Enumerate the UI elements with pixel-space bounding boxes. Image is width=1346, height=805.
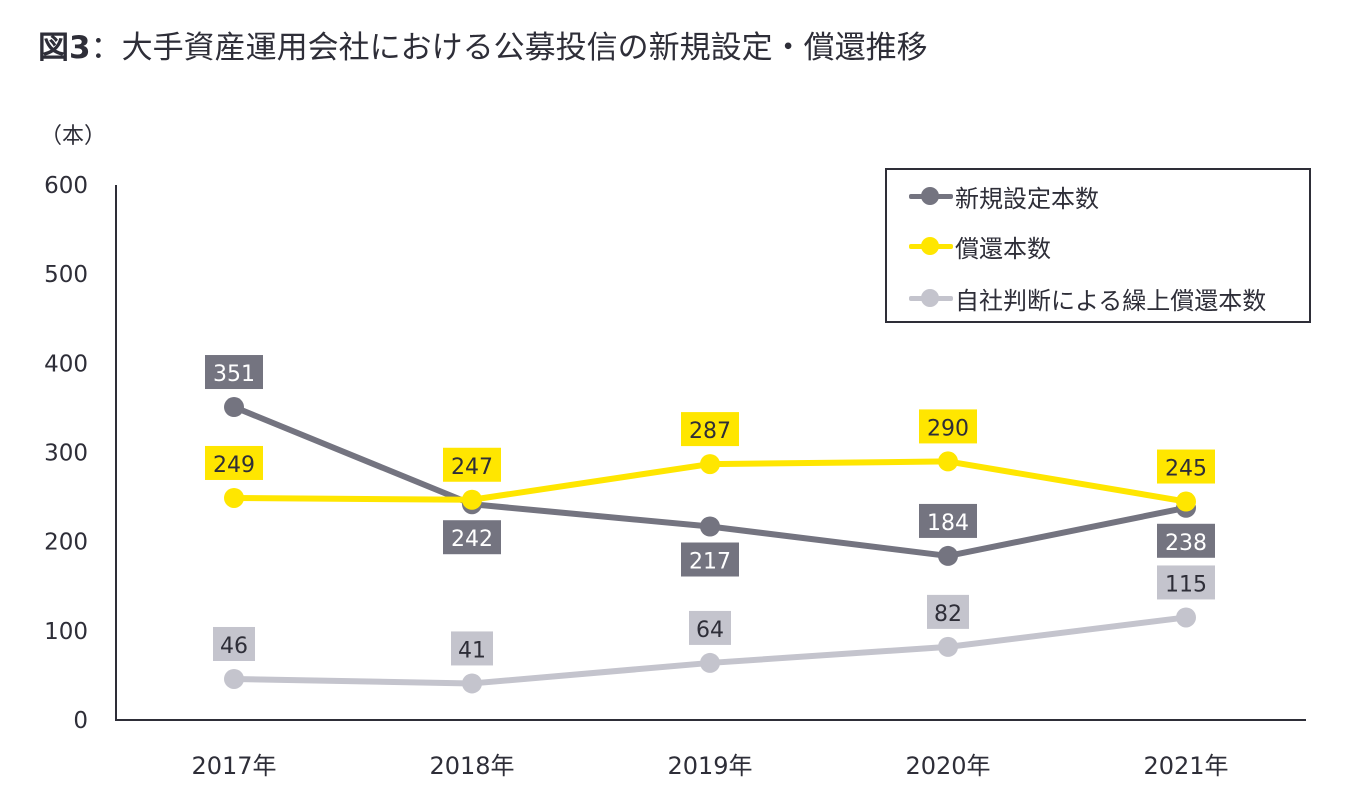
data-label-bg-series_new	[919, 503, 977, 538]
data-point-series_redeem	[1176, 491, 1196, 512]
data-label-bg-series_redeem	[919, 409, 977, 444]
data-label-series_redeem: 247	[451, 455, 493, 480]
data-label-bg-series_early	[689, 610, 731, 645]
data-label-bg-series_redeem	[681, 412, 739, 447]
data-label-bg-series_early	[927, 594, 969, 629]
data-point-series_early	[938, 636, 958, 657]
data-point-series_early	[462, 673, 482, 694]
y-tick-label: 100	[44, 619, 88, 645]
data-point-series_redeem	[462, 489, 482, 510]
data-point-series_early	[224, 668, 244, 689]
legend: 新規設定本数 償還本数 自社判断による繰上償還本数	[885, 168, 1311, 323]
data-point-series_new	[938, 545, 958, 566]
legend-swatch-new-icon	[909, 186, 953, 206]
legend-swatch-early-icon	[909, 288, 953, 308]
y-tick-label: 0	[73, 708, 88, 734]
data-label-series_new: 238	[1165, 531, 1207, 556]
y-axis-unit-label: （本）	[40, 124, 107, 149]
data-point-series_redeem	[938, 451, 958, 472]
data-label-series_new: 351	[213, 362, 255, 387]
data-label-series_redeem: 287	[689, 419, 731, 444]
data-label-series_early: 46	[220, 634, 248, 659]
legend-item-redeem: 償還本数	[909, 226, 1051, 266]
data-label-bg-series_redeem	[205, 445, 263, 480]
data-point-series_early	[700, 652, 720, 673]
data-label-series_redeem: 245	[1165, 457, 1207, 482]
data-label-series_early: 41	[458, 638, 486, 663]
y-tick-label: 500	[44, 262, 88, 288]
data-label-series_new: 217	[689, 550, 731, 575]
data-label-bg-series_new	[681, 542, 739, 577]
y-tick-label: 300	[44, 441, 88, 467]
legend-label-new: 新規設定本数	[955, 184, 1099, 213]
data-label-series_redeem: 290	[927, 416, 969, 441]
data-label-bg-series_new	[443, 520, 501, 555]
data-label-bg-series_early	[213, 626, 255, 661]
chart-title: 図3：大手資産運用会社における公募投信の新規設定・償還推移	[38, 22, 928, 67]
data-label-series_new: 184	[927, 511, 969, 536]
x-tick-label: 2020年	[905, 752, 990, 780]
data-label-series_redeem: 249	[213, 453, 255, 478]
figure-label: 図3	[38, 30, 91, 66]
data-label-bg-series_redeem	[443, 447, 501, 482]
x-tick-label: 2019年	[667, 752, 752, 780]
data-label-series_early: 82	[934, 602, 962, 627]
data-label-bg-series_new	[1157, 523, 1215, 558]
legend-swatch-redeem-icon	[909, 236, 953, 256]
x-tick-label: 2021年	[1143, 752, 1228, 780]
legend-item-early: 自社判断による繰上償還本数	[909, 278, 1266, 318]
legend-label-early: 自社判断による繰上償還本数	[955, 286, 1267, 315]
y-tick-label: 400	[44, 351, 88, 377]
data-label-bg-series_early	[1157, 565, 1215, 600]
x-tick-label: 2018年	[429, 752, 514, 780]
data-label-series_early: 64	[696, 618, 724, 643]
data-label-series_early: 115	[1165, 572, 1207, 597]
legend-label-redeem: 償還本数	[955, 234, 1051, 263]
title-text: 大手資産運用会社における公募投信の新規設定・償還推移	[121, 30, 928, 66]
y-tick-label: 600	[44, 173, 88, 199]
data-point-series_new	[700, 516, 720, 537]
data-label-bg-series_early	[451, 631, 493, 666]
data-point-series_new	[224, 397, 244, 418]
title-separator: ：	[90, 30, 122, 66]
y-tick-label: 200	[44, 530, 88, 556]
data-label-bg-series_new	[205, 355, 263, 390]
data-label-bg-series_redeem	[1157, 449, 1215, 484]
legend-item-new: 新規設定本数	[909, 176, 1099, 216]
data-label-series_new: 242	[451, 527, 493, 552]
data-point-series_redeem	[700, 454, 720, 475]
x-tick-label: 2017年	[191, 752, 276, 780]
data-point-series_early	[1176, 607, 1196, 628]
data-point-series_redeem	[224, 487, 244, 508]
